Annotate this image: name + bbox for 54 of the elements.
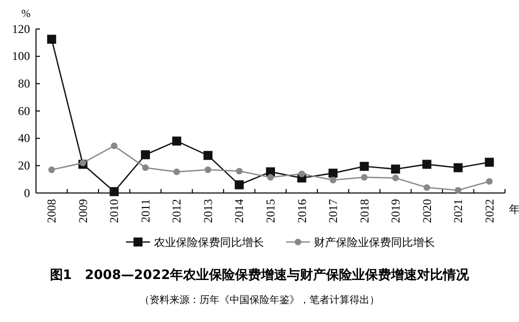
point bbox=[486, 178, 493, 185]
point bbox=[392, 174, 399, 182]
point bbox=[328, 168, 338, 178]
x-tick-label: 2014 bbox=[232, 199, 246, 223]
point bbox=[298, 170, 306, 178]
x-tick-label: 2008 bbox=[44, 199, 59, 223]
legend-label: 农业保险保费同比增长 bbox=[154, 236, 264, 249]
x-tick-label: 2011 bbox=[138, 199, 152, 223]
x-tick-label: 2009 bbox=[76, 199, 90, 223]
y-tick-label: 120 bbox=[12, 22, 30, 36]
point bbox=[110, 187, 119, 196]
y-tick-label: 20 bbox=[18, 158, 30, 173]
x-tick-label: 2022 bbox=[482, 199, 496, 223]
point bbox=[47, 34, 56, 44]
point bbox=[204, 166, 212, 174]
y-axis-title: % bbox=[21, 8, 31, 20]
point bbox=[80, 160, 86, 166]
point bbox=[236, 168, 243, 174]
x-tick-label: 2010 bbox=[107, 199, 122, 223]
text: 图1 2008—2022年农业保险保费增速与财产保险业保费增速对比情况 bbox=[50, 267, 470, 283]
point bbox=[48, 166, 55, 174]
point bbox=[110, 142, 118, 150]
point bbox=[361, 174, 368, 181]
point bbox=[234, 180, 244, 190]
point bbox=[172, 136, 182, 146]
point bbox=[360, 162, 369, 171]
point bbox=[203, 150, 212, 160]
legend-label: 财产保险业保费同比增长 bbox=[314, 236, 435, 249]
point bbox=[391, 164, 400, 174]
x-tick-label: 2018 bbox=[357, 199, 372, 223]
point bbox=[454, 163, 463, 172]
x-tick-label: 2017 bbox=[326, 199, 340, 223]
x-tick-label: 2019 bbox=[388, 199, 403, 223]
y-tick-label: 60 bbox=[18, 104, 30, 118]
x-tick-label: 2021 bbox=[451, 199, 466, 223]
x-tick-label: 2015 bbox=[264, 199, 278, 223]
y-tick-label: 0 bbox=[24, 186, 30, 200]
x-tick-label: 2013 bbox=[200, 199, 215, 223]
x-tick-label: 2020 bbox=[420, 199, 434, 223]
x-tick-label: 2012 bbox=[170, 199, 184, 223]
point bbox=[140, 150, 150, 160]
x-tick-label: 2016 bbox=[294, 199, 309, 223]
point bbox=[424, 184, 430, 191]
y-tick-label: 100 bbox=[12, 49, 30, 64]
text: （资料来源：历年《中国保险年鉴》，笔者计算得出） bbox=[140, 294, 380, 306]
point bbox=[454, 186, 462, 194]
y-tick-label: 80 bbox=[18, 76, 30, 91]
point bbox=[173, 168, 180, 176]
point bbox=[484, 158, 494, 167]
point bbox=[142, 164, 149, 172]
point bbox=[267, 174, 274, 181]
y-tick-label: 40 bbox=[18, 131, 30, 146]
point bbox=[330, 176, 336, 184]
point bbox=[422, 160, 432, 169]
